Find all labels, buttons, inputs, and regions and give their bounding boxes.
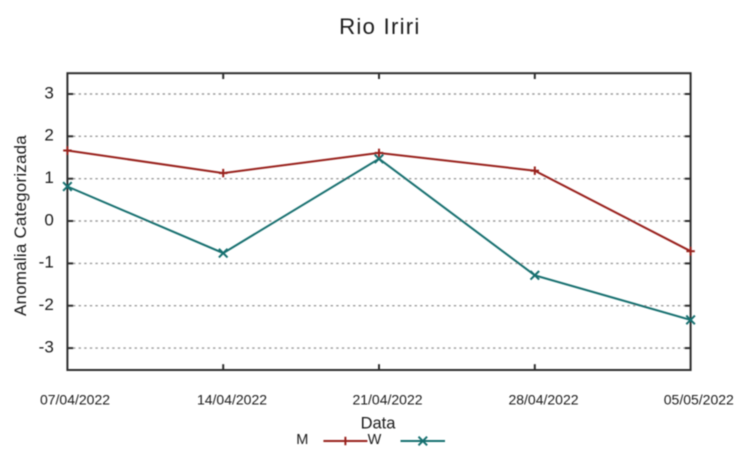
svg-text:W: W	[368, 432, 382, 448]
svg-text:1: 1	[44, 168, 53, 187]
svg-text:07/04/2022: 07/04/2022	[40, 392, 110, 408]
svg-text:-3: -3	[39, 337, 54, 356]
svg-text:0: 0	[44, 210, 53, 229]
svg-text:Anomalia Categorizada: Anomalia Categorizada	[11, 135, 30, 316]
svg-text:2: 2	[44, 126, 53, 145]
svg-text:M: M	[296, 432, 308, 448]
svg-text:-2: -2	[39, 295, 54, 314]
svg-text:28/04/2022: 28/04/2022	[508, 392, 578, 408]
svg-text:3: 3	[44, 83, 53, 102]
svg-text:21/04/2022: 21/04/2022	[352, 392, 422, 408]
svg-text:05/05/2022: 05/05/2022	[664, 392, 734, 408]
svg-text:-1: -1	[39, 253, 54, 272]
svg-text:14/04/2022: 14/04/2022	[197, 392, 267, 408]
svg-text:Rio Iriri: Rio Iriri	[339, 14, 420, 39]
svg-text:Data: Data	[361, 414, 397, 432]
